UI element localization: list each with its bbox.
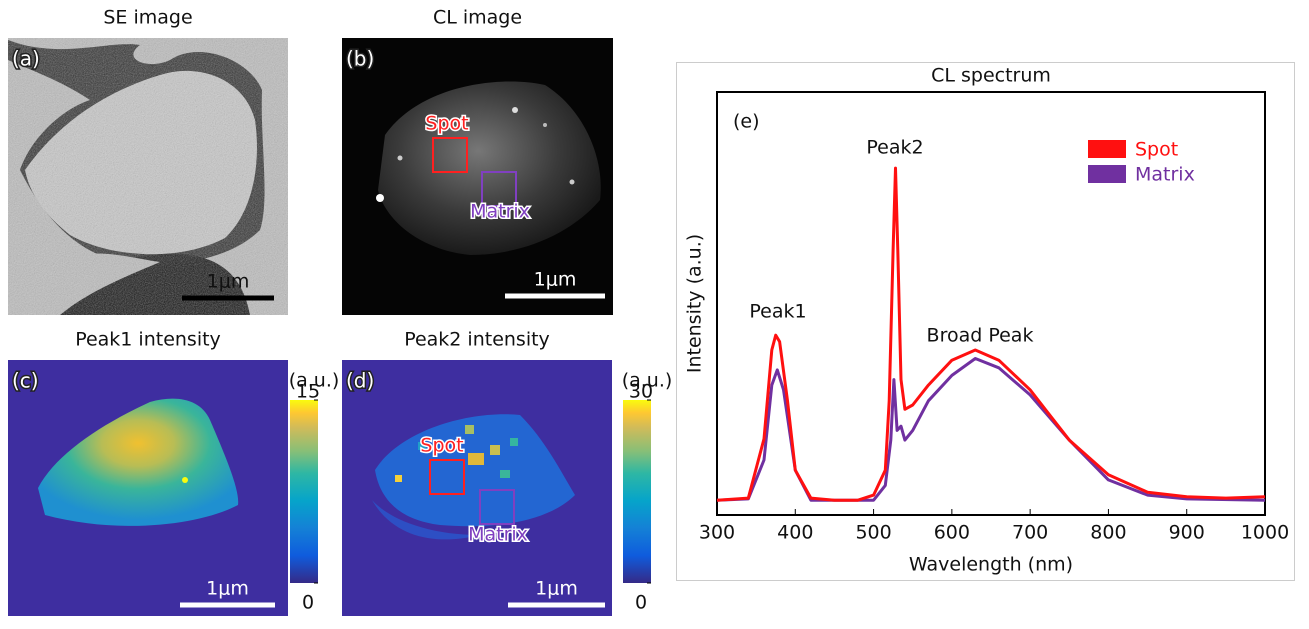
panel-label: (c) (12, 369, 39, 393)
roi-label: Matrix (468, 524, 528, 546)
panel-label: (d) (346, 369, 374, 393)
x-tick-label: 400 (777, 522, 813, 544)
scale-bar-label: 1μm (535, 578, 578, 600)
x-tick-label: 800 (1090, 522, 1126, 544)
x-tick-label: 900 (1169, 522, 1205, 544)
chart-frame (676, 62, 1295, 581)
legend-swatch (1088, 140, 1126, 158)
x-tick-label: 600 (934, 522, 970, 544)
se-image (8, 38, 288, 315)
colorbar-tick-label: 15 (296, 381, 320, 403)
panel-label: (a) (12, 47, 40, 71)
colorbar-label: (a.u.) (622, 370, 673, 392)
panel-title: CL image (433, 7, 522, 29)
annotation: Broad Peak (927, 325, 1034, 347)
scale-bar-label: 1μm (534, 269, 577, 291)
scale-bar-label: 1μm (207, 271, 250, 293)
peak1-map (8, 360, 288, 616)
roi-label: Spot (425, 113, 468, 135)
roi-box (429, 459, 465, 495)
x-tick-label: 700 (1012, 522, 1048, 544)
colorbar-label: (a.u.) (289, 370, 340, 392)
legend-swatch (1088, 165, 1126, 183)
annotation: Peak2 (866, 137, 923, 159)
cl-image (342, 38, 613, 315)
panel-title: Peak1 intensity (75, 329, 221, 351)
scale-bar-label: 1μm (206, 578, 249, 600)
x-tick-label: 300 (699, 522, 735, 544)
panel-title: SE image (103, 7, 192, 29)
colorbar (623, 400, 651, 583)
panel-label: (b) (346, 47, 374, 71)
peak2-map (342, 360, 612, 616)
colorbar-tick-label: 30 (629, 381, 653, 403)
panel-title: Peak2 intensity (404, 329, 550, 351)
colorbar-tick-label: 0 (635, 592, 647, 614)
x-axis-label: Wavelength (nm) (909, 554, 1073, 576)
y-axis-label: Intensity (a.u.) (684, 234, 706, 373)
chart-title: CL spectrum (931, 65, 1051, 87)
legend-label: Spot (1135, 139, 1178, 161)
colorbar-tick-label: 0 (302, 592, 314, 614)
x-tick-label: 500 (855, 522, 891, 544)
spectrum-line (716, 166, 1266, 502)
roi-box (432, 137, 468, 173)
roi-box (479, 489, 515, 525)
colorbar (290, 400, 318, 583)
x-tick-label: 1000 (1241, 522, 1289, 544)
annotation: Peak1 (749, 301, 806, 323)
roi-box (481, 171, 517, 207)
panel-label: (e) (733, 111, 760, 133)
roi-label: Matrix (470, 201, 530, 223)
roi-label: Spot (420, 435, 463, 457)
legend-label: Matrix (1135, 164, 1195, 186)
